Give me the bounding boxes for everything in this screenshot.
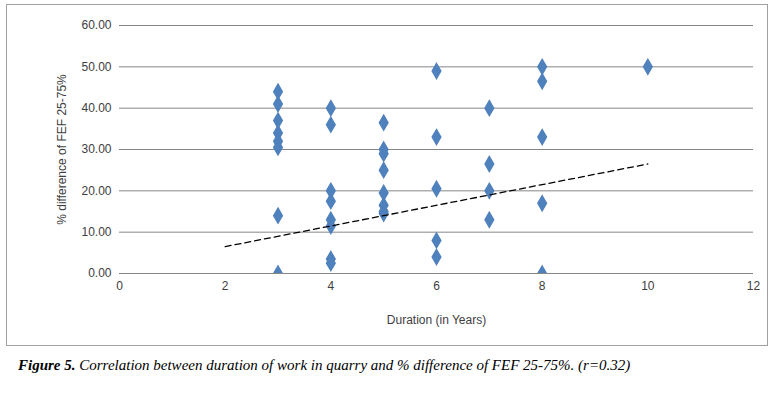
svg-text:10.00: 10.00 <box>81 225 111 239</box>
svg-text:6: 6 <box>433 279 440 293</box>
svg-text:4: 4 <box>327 279 334 293</box>
svg-text:20.00: 20.00 <box>81 184 111 198</box>
svg-text:2: 2 <box>222 279 229 293</box>
html-text:Figure 5. Correlation between: Figure 5. Correlation between duration o… <box>18 357 631 373</box>
svg-text:60.00: 60.00 <box>81 18 111 32</box>
svg-text:% difference of FEF 25-75%: % difference of FEF 25-75% <box>55 74 69 225</box>
svg-text:12: 12 <box>747 279 761 293</box>
svg-text:Duration (in Years): Duration (in Years) <box>387 313 486 327</box>
svg-text:0.00: 0.00 <box>88 266 112 280</box>
svg-text:10: 10 <box>641 279 655 293</box>
svg-text:0: 0 <box>116 279 123 293</box>
svg-text:40.00: 40.00 <box>81 101 111 115</box>
svg-text:30.00: 30.00 <box>81 142 111 156</box>
svg-text:8: 8 <box>539 279 546 293</box>
svg-text:50.00: 50.00 <box>81 60 111 74</box>
